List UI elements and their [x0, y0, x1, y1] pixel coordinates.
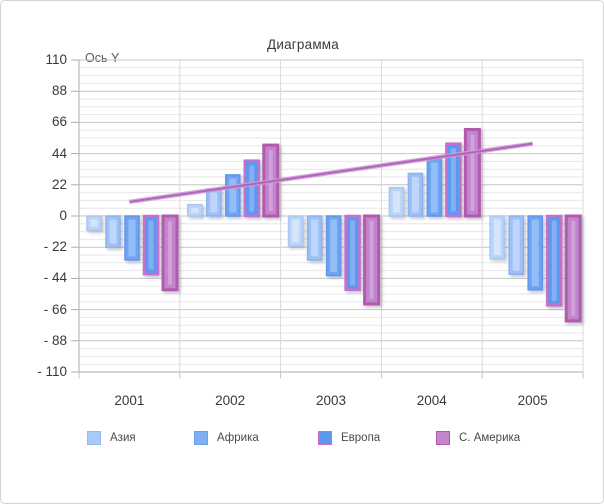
- bar-highlight: [109, 219, 117, 244]
- bar-highlight: [392, 191, 400, 213]
- y-tick-label: 66: [51, 114, 67, 130]
- trend-line: [129, 142, 533, 203]
- legend-swatch-icon: [87, 431, 101, 445]
- legend-label: Азия: [110, 432, 136, 444]
- legend-swatch-icon: [194, 431, 208, 445]
- bar-highlight: [411, 176, 419, 213]
- bar-highlight: [551, 220, 557, 301]
- bar-highlight: [292, 219, 300, 243]
- legend-item: С. Америка: [436, 429, 520, 447]
- y-tick-label: - 66: [43, 301, 67, 317]
- bar-highlight: [210, 192, 218, 213]
- y-tick-label: - 22: [43, 239, 67, 255]
- y-tick-label: 44: [51, 145, 67, 161]
- bar-highlight: [128, 219, 136, 257]
- legend-swatch-icon: [436, 431, 450, 445]
- legend-label: Европа: [341, 432, 381, 444]
- y-tick-label: 88: [51, 83, 67, 99]
- bar-highlight: [249, 165, 255, 212]
- legend-swatch-icon: [318, 431, 332, 445]
- legend-item: Европа: [318, 429, 380, 447]
- x-tick-label: 2005: [517, 393, 548, 408]
- y-tick-label: - 88: [43, 332, 67, 348]
- bar-highlight: [191, 208, 199, 213]
- bar-highlight: [512, 219, 520, 271]
- bar-highlight: [311, 219, 319, 257]
- legend-label: Африка: [217, 432, 259, 444]
- bar-highlight: [168, 221, 172, 285]
- bar-highlight: [90, 219, 98, 227]
- legend-item: Африка: [194, 429, 259, 447]
- bar-highlight: [470, 134, 475, 211]
- y-tick-label: - 110: [37, 364, 67, 379]
- x-tick-label: 2002: [215, 393, 246, 408]
- bar-highlight: [493, 219, 501, 256]
- legend-item: Азия: [87, 429, 136, 447]
- y-tick-label: 22: [51, 176, 67, 192]
- chart-title: Диаграмма: [266, 37, 339, 52]
- legend-label: С. Америка: [459, 432, 521, 444]
- y-tick-label: 110: [45, 52, 67, 67]
- x-tick-label: 2004: [416, 393, 447, 408]
- x-tick-label: 2001: [114, 393, 145, 408]
- bar-highlight: [450, 148, 456, 212]
- bar-highlight: [229, 178, 237, 213]
- bar-highlight: [350, 220, 356, 286]
- bar-highlight: [148, 220, 154, 270]
- x-tick-label: 2003: [315, 393, 347, 408]
- y-axis-title: Ось Y: [85, 51, 120, 65]
- y-tick-label: - 44: [43, 270, 67, 286]
- bar-highlight: [430, 162, 438, 213]
- bar-highlight: [330, 219, 338, 273]
- bar-highlight: [531, 219, 539, 287]
- bar-highlight: [571, 221, 576, 316]
- bar-highlight: [369, 221, 374, 299]
- y-tick-label: 0: [59, 208, 67, 223]
